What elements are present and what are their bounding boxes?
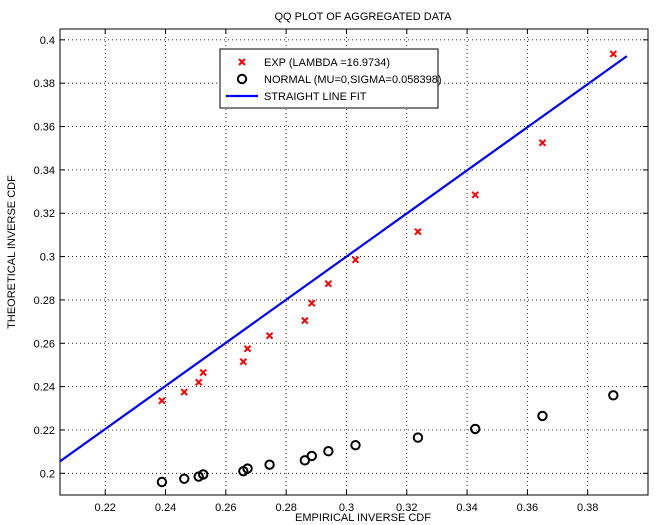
fit-line [60,55,628,463]
exp-point [195,378,203,387]
y-tick-label: 0.38 [34,78,55,90]
exp-point [351,256,360,264]
x-tick-label: 0.3 [339,502,354,514]
y-axis-label: THEORETICAL INVERSE CDF [6,175,18,329]
normal-point [264,459,275,470]
legend-label: EXP (LAMBDA =16.9734) [264,57,390,69]
exp-point [239,357,248,366]
y-tick-label: 0.24 [34,382,55,394]
exp-point-stroke-b [609,50,618,58]
exp-point-stroke-b [308,299,316,307]
x-tick-label: 0.32 [396,502,417,514]
x-tick-label: 0.38 [577,502,598,514]
exp-point [471,191,479,199]
x-tick-label: 0.22 [95,502,116,514]
exp-point [308,299,316,307]
exp-point [301,316,309,325]
data-layer [60,50,628,488]
legend-label: STRAIGHT LINE FIT [264,91,367,103]
normal-point [198,469,209,480]
exp-point-stroke-b [180,388,188,396]
exp-point-stroke-b [324,279,333,288]
exp-point-stroke-b [351,256,360,264]
normal-point [306,450,317,462]
exp-point-stroke-b [414,227,422,236]
exp-point [609,50,618,58]
chart-title: QQ PLOT OF AGGREGATED DATA [274,11,452,23]
x-axis-label: EMPIRICAL INVERSE CDF [295,512,431,524]
exp-point-stroke-b [538,139,547,147]
legend-item: STRAIGHT LINE FIT [226,91,367,103]
legend-circle-swatch [236,73,248,85]
normal-point [156,476,168,488]
exp-point [538,139,547,147]
exp-point [199,368,207,377]
axes-frame [59,28,649,496]
x-tick-label: 0.36 [517,502,538,514]
exp-point-stroke-b [199,368,207,377]
exp-point-stroke-b [195,378,203,387]
normal-point [323,446,334,457]
x-tick-label: 0.24 [155,502,176,514]
y-tick-label: 0.36 [34,122,55,134]
plot-area: 0.22 0.24 0.26 0.28 0.3 0.32 0.34 0.36 0.38 0.2 0.… [34,28,649,514]
legend-x-swatch-b [238,58,246,66]
exp-point [414,227,422,236]
exp-point [158,397,166,405]
exp-point-stroke-b [471,191,479,199]
legend: EXP (LAMBDA =16.9734) NORMAL (MU=0,SIGMA=… [219,48,442,109]
y-tick-label: 0.4 [40,35,55,47]
exp-point [180,388,188,396]
y-tick-label: 0.26 [34,338,55,350]
exp-point [265,331,274,340]
normal-point [179,473,190,484]
normal-point [608,390,619,401]
normal-point [537,410,548,422]
exp-point-stroke-b [265,331,274,340]
legend-box [219,48,439,109]
exp-point [243,344,252,353]
exp-point-stroke-b [158,397,166,405]
exp-point-stroke-b [301,316,309,325]
normal-point [412,432,424,443]
exp-point-stroke-b [239,357,248,366]
y-tick-label: 0.32 [34,208,55,220]
legend-item: NORMAL (MU=0,SIGMA=0.058398) [236,73,442,86]
y-tick-label: 0.2 [40,468,55,480]
exp-point-stroke-b [243,344,252,353]
normal-point [350,439,361,451]
normal-point [470,423,481,435]
y-tick-label: 0.22 [34,425,55,437]
legend-item: EXP (LAMBDA =16.9734) [238,57,390,69]
legend-label: NORMAL (MU=0,SIGMA=0.058398) [264,74,442,86]
x-tick-label: 0.28 [275,502,296,514]
exp-point [324,279,333,288]
x-tick-label: 0.26 [215,502,236,514]
x-tick-label: 0.34 [456,502,477,514]
normal-point [242,463,253,474]
y-tick-label: 0.34 [34,165,55,177]
y-tick-label: 0.28 [34,295,55,307]
y-tick-label: 0.3 [40,252,55,264]
